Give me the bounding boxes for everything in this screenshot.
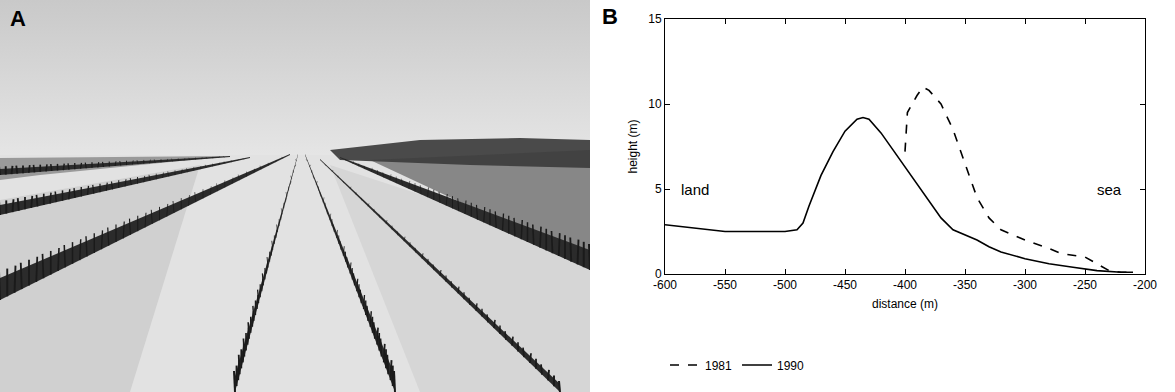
svg-text:land: land xyxy=(681,181,709,198)
svg-text:15: 15 xyxy=(648,12,662,26)
svg-text:height (m): height (m) xyxy=(626,119,640,173)
svg-text:-250: -250 xyxy=(1073,278,1097,292)
svg-text:1990: 1990 xyxy=(777,359,804,373)
svg-text:1981: 1981 xyxy=(705,359,732,373)
svg-text:-400: -400 xyxy=(893,278,917,292)
svg-text:distance (m): distance (m) xyxy=(872,297,938,311)
svg-text:0: 0 xyxy=(655,267,662,281)
svg-text:-550: -550 xyxy=(713,278,737,292)
svg-text:5: 5 xyxy=(655,182,662,196)
svg-text:-450: -450 xyxy=(833,278,857,292)
svg-text:-600: -600 xyxy=(653,278,677,292)
svg-text:-500: -500 xyxy=(773,278,797,292)
html-text:A: A xyxy=(10,6,26,31)
svg-text:-300: -300 xyxy=(1013,278,1037,292)
svg-text:-200: -200 xyxy=(1133,278,1157,292)
html-text:B: B xyxy=(602,4,618,29)
svg-text:-350: -350 xyxy=(953,278,977,292)
svg-text:10: 10 xyxy=(648,97,662,111)
svg-text:sea: sea xyxy=(1097,181,1122,198)
